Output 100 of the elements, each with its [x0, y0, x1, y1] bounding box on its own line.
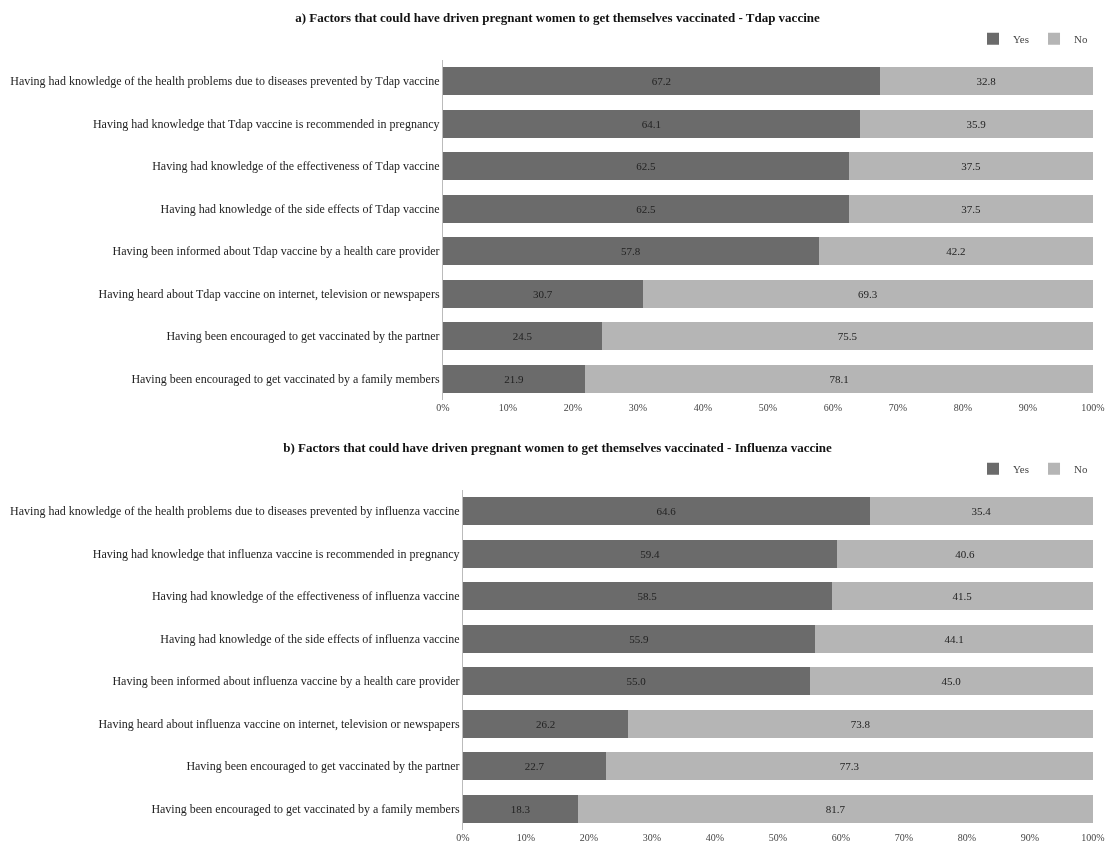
bar [642, 279, 1093, 308]
y-tick-label: Having heard about Tdap vaccine on internet, television or newspapers [98, 286, 440, 301]
bar [463, 752, 607, 781]
bar [443, 67, 880, 96]
y-tick-label: Having been informed about Tdap vaccine by a health care provider [112, 244, 440, 259]
y-tick-label: Having been informed about influenza vaccine by a health care provider [112, 674, 460, 689]
bar [879, 67, 1093, 96]
data-label: 24.5 [512, 330, 533, 343]
bar [585, 364, 1093, 393]
bar [869, 497, 1093, 526]
bar [606, 752, 1093, 781]
x-tick-label: 100% [1081, 832, 1105, 843]
bar [443, 237, 819, 266]
data-label: 78.1 [829, 372, 849, 385]
y-tick-label: Having had knowledge of the effectiveness of influenza vaccine [151, 589, 460, 604]
bar [809, 667, 1093, 696]
data-label: 41.5 [952, 590, 973, 603]
data-label: 32.8 [976, 75, 997, 88]
bar [463, 497, 870, 526]
chart-title: a) Factors that could have driven pregnant women to get themselves vaccinated - Tdap vaccine [295, 10, 820, 25]
data-label: 62.5 [636, 202, 656, 215]
x-tick-label: 20% [563, 402, 583, 413]
legend-label: Yes [1013, 32, 1030, 45]
y-tick-label: Having had knowledge that influenza vaccine is recommended in pregnancy [92, 546, 460, 561]
bar [628, 709, 1093, 738]
x-tick-label: 80% [957, 832, 977, 843]
x-tick-label: 0% [456, 832, 470, 843]
y-tick-label: Having been encouraged to get vaccinated by the partner [186, 759, 460, 774]
x-tick-label: 50% [768, 832, 788, 843]
bar [849, 152, 1093, 181]
data-label: 67.2 [651, 75, 672, 88]
data-label: 42.2 [946, 245, 966, 258]
legend-label: No [1074, 32, 1088, 45]
data-label: 55.9 [629, 632, 649, 645]
data-label: 45.0 [941, 675, 962, 688]
y-tick-label: Having had knowledge of the effectiveness of Tdap vaccine [152, 159, 440, 174]
legend-label: Yes [1013, 462, 1030, 475]
x-tick-label: 30% [642, 832, 662, 843]
data-label: 21.9 [504, 372, 525, 385]
x-tick-label: 60% [831, 832, 851, 843]
x-tick-label: 90% [1018, 402, 1038, 413]
bar [859, 109, 1093, 138]
y-tick-label: Having been encouraged to get vaccinated by the partner [166, 329, 440, 344]
bar [463, 667, 810, 696]
data-label: 37.5 [961, 202, 981, 215]
bar [463, 582, 832, 611]
x-tick-label: 70% [894, 832, 914, 843]
data-label: 18.3 [510, 802, 531, 815]
data-label: 57.8 [620, 245, 641, 258]
bar [463, 539, 838, 568]
y-tick-label: Having had knowledge of the side effects of influenza vaccine [160, 631, 460, 646]
x-tick-label: 80% [953, 402, 973, 413]
data-label: 73.8 [850, 717, 871, 730]
data-label: 44.1 [944, 632, 964, 645]
data-label: 35.9 [966, 117, 987, 130]
x-tick-label: 30% [628, 402, 648, 413]
bar [463, 709, 629, 738]
y-tick-label: Having been encouraged to get vaccinated by a family members [151, 801, 460, 816]
bar [602, 322, 1093, 351]
y-tick-label: Having had knowledge of the side effects of Tdap vaccine [160, 201, 440, 216]
x-tick-label: 90% [1020, 832, 1040, 843]
x-tick-label: 10% [516, 832, 536, 843]
x-tick-label: 60% [823, 402, 843, 413]
data-label: 69.3 [857, 287, 878, 300]
data-label: 77.3 [839, 760, 860, 773]
y-tick-label: Having had knowledge of the health problems due to diseases prevented by Tdap vaccine [10, 74, 440, 89]
data-label: 22.7 [524, 760, 545, 773]
bar [837, 539, 1093, 568]
data-label: 64.1 [641, 117, 661, 130]
data-label: 40.6 [955, 547, 975, 560]
x-tick-label: 100% [1081, 402, 1105, 413]
bar [443, 152, 850, 181]
data-label: 62.5 [636, 160, 656, 173]
x-tick-label: 10% [498, 402, 518, 413]
x-tick-label: 0% [436, 402, 450, 413]
x-tick-label: 50% [758, 402, 778, 413]
data-label: 75.5 [837, 330, 858, 343]
data-label: 81.7 [825, 802, 846, 815]
bar [443, 109, 860, 138]
data-label: 58.5 [637, 590, 658, 603]
data-label: 55.0 [626, 675, 647, 688]
x-tick-label: 40% [693, 402, 713, 413]
chart-title: b) Factors that could have driven pregnant women to get themselves vaccinated - Influenza vaccine [283, 440, 833, 455]
bar [443, 322, 603, 351]
bar [831, 582, 1093, 611]
bar [463, 624, 816, 653]
x-tick-label: 20% [579, 832, 599, 843]
y-tick-label: Having heard about influenza vaccine on internet, television or newspapers [98, 716, 460, 731]
y-tick-label: Having had knowledge of the health problems due to diseases prevented by influenza vaccine [10, 504, 460, 519]
data-label: 64.6 [656, 505, 677, 518]
y-tick-label: Having been encouraged to get vaccinated by a family members [131, 371, 440, 386]
data-label: 26.2 [535, 717, 556, 730]
bar [815, 624, 1093, 653]
legend-label: No [1074, 462, 1088, 475]
bar [443, 364, 586, 393]
data-label: 30.7 [532, 287, 553, 300]
bar [463, 794, 579, 823]
bar [578, 794, 1093, 823]
bar [849, 194, 1093, 223]
data-label: 59.4 [640, 547, 660, 560]
